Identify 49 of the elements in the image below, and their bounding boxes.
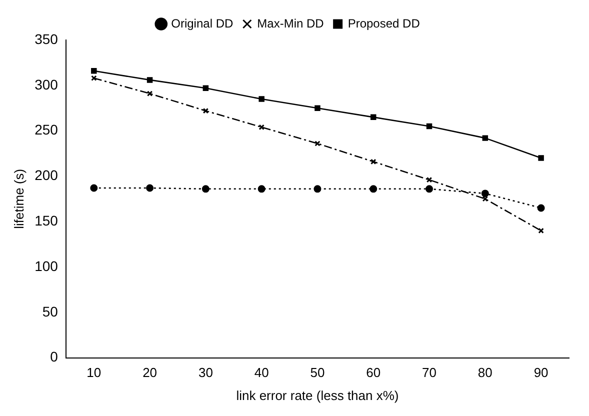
point bbox=[314, 185, 322, 193]
point bbox=[314, 105, 320, 111]
point bbox=[426, 176, 432, 183]
point bbox=[146, 77, 153, 83]
x-tick-label: 20 bbox=[142, 365, 158, 380]
y-tick-label: 300 bbox=[34, 76, 58, 92]
x-tick-label: 80 bbox=[478, 365, 492, 380]
legend-label: Original DD bbox=[171, 16, 234, 30]
x-tick-label: 30 bbox=[198, 365, 213, 380]
y-tick-label: 100 bbox=[34, 258, 58, 274]
point bbox=[91, 75, 97, 82]
legend-label: Proposed DD bbox=[348, 16, 420, 30]
x-axis-title: link error rate (less than x%) bbox=[236, 388, 399, 403]
x-tick-label: 40 bbox=[254, 365, 269, 380]
x-tick-label: 70 bbox=[422, 365, 436, 380]
point bbox=[146, 184, 154, 192]
point bbox=[314, 140, 320, 146]
point bbox=[481, 190, 489, 198]
point bbox=[90, 184, 98, 192]
y-tick-label: 250 bbox=[34, 122, 58, 138]
point bbox=[537, 204, 545, 212]
point bbox=[538, 155, 544, 161]
x-tick-label: 60 bbox=[366, 365, 381, 380]
y-axis-title: lifetime (s) bbox=[11, 168, 26, 229]
legend-label: Max-Min DD bbox=[257, 16, 324, 30]
y-tick-label: 150 bbox=[34, 212, 58, 228]
y-tick-label: 350 bbox=[34, 30, 58, 47]
y-tick-label: 0 bbox=[50, 348, 58, 365]
point bbox=[91, 68, 97, 74]
point bbox=[202, 108, 209, 114]
point bbox=[258, 185, 266, 193]
point bbox=[482, 196, 488, 202]
point bbox=[370, 114, 376, 120]
y-tick-label: 200 bbox=[34, 167, 58, 184]
x-tick-label: 10 bbox=[86, 365, 102, 380]
point bbox=[202, 85, 209, 91]
y-tick-label: 50 bbox=[42, 303, 58, 320]
point bbox=[258, 96, 264, 102]
x-tick-label: 50 bbox=[310, 365, 325, 380]
point bbox=[426, 185, 434, 193]
x-tick-label: 90 bbox=[534, 365, 548, 380]
point bbox=[258, 124, 264, 130]
point bbox=[370, 158, 376, 165]
point bbox=[202, 185, 210, 193]
point bbox=[146, 90, 153, 96]
point bbox=[426, 123, 432, 130]
point bbox=[482, 135, 488, 141]
point bbox=[538, 228, 544, 234]
point bbox=[370, 185, 378, 193]
